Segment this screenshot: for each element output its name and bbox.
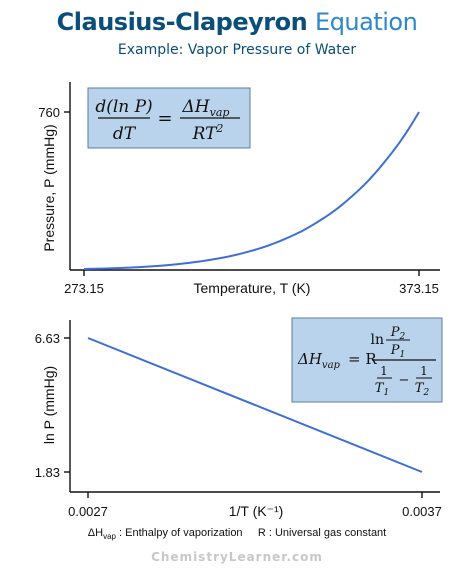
eq-top-rhs-num-sub: vap [210, 106, 230, 119]
eq-bot-p1-sub: 1 [400, 350, 406, 360]
bottom-x-axis-label: 1/T (K⁻¹) [229, 503, 284, 519]
eq-bot-one-b: 1 [420, 364, 428, 378]
bottom-chart: 6.63 1.83 0.0027 0.0037 1/T (K⁻¹) ln P (… [35, 317, 443, 519]
eq-top-lhs-den: dT [113, 124, 137, 144]
eq-bot-equals-r: = R [348, 350, 377, 368]
top-x-axis-label: Temperature, T (K) [194, 280, 311, 296]
eq-bot-lhs-main: ΔH [297, 350, 323, 368]
bottom-series-line [87, 337, 423, 473]
eq-bot-one-a: 1 [380, 364, 388, 378]
eq-bot-t2-sub: 2 [422, 388, 429, 398]
eq-bot-ln: ln [371, 332, 385, 348]
top-y-tick-label-760: 760 [38, 105, 60, 120]
eq-bot-t1-main: T [375, 381, 385, 396]
legend-dh: ΔH [87, 527, 104, 539]
bottom-y-tick-label-663: 6.63 [35, 331, 60, 346]
bottom-x-tick-label-0037: 0.0037 [402, 504, 442, 519]
title-part2: Equation [315, 8, 418, 36]
eq-bot-p1-main: P [390, 343, 400, 358]
eq-bot-t1: T1 [375, 381, 389, 398]
eq-bot-lhs-sub: vap [322, 360, 341, 371]
top-series-line [83, 111, 420, 270]
chart-title: Clausius-Clapeyron Equation [0, 8, 474, 36]
eq-top-rhs-num-main: ΔH [182, 97, 211, 117]
eq-bot-p1: P1 [390, 343, 405, 360]
eq-top-equals: = [157, 108, 172, 129]
eq-top-rhs-den-sup: 2 [215, 122, 223, 135]
chart-subtitle: Example: Vapor Pressure of Water [117, 42, 357, 58]
legend-r-text: R : Universal gas constant [257, 527, 387, 539]
eq-bot-minus: − [399, 373, 410, 388]
bottom-x-tick-label-0027: 0.0027 [68, 504, 108, 519]
top-chart: 760 273.15 373.15 Temperature, T (K) Pre… [38, 82, 440, 296]
top-x-tick-label-273: 273.15 [64, 281, 104, 296]
eq-bot-t2-main: T [415, 381, 425, 396]
eq-top-rhs-den-main: RT [192, 124, 219, 144]
eq-bot-p2-main: P [390, 325, 400, 340]
credit-watermark: ChemistryLearner.com [151, 550, 323, 564]
eq-bot-t1-sub: 1 [383, 388, 389, 398]
eq-bot-lhs: ΔHvap [297, 350, 341, 371]
eq-bot-p2: P2 [390, 325, 406, 342]
title-part1: Clausius-Clapeyron [56, 8, 308, 36]
eq-bot-t2: T2 [415, 381, 430, 398]
legend: ΔHvap : Enthalpy of vaporization R : Uni… [0, 527, 474, 541]
eq-top-rhs-num: ΔHvap [182, 97, 230, 119]
legend-dh-text: : Enthalpy of vaporization [119, 527, 243, 539]
bottom-y-axis-label: ln P (mmHg) [41, 366, 57, 444]
eq-bot-p2-sub: 2 [399, 332, 406, 342]
top-x-tick-label-373: 373.15 [399, 281, 439, 296]
eq-top-lhs-num: d(ln P) [95, 97, 152, 117]
top-y-axis-label: Pressure, P (mmHg) [41, 124, 57, 251]
eq-top-rhs-den: RT2 [192, 122, 224, 144]
legend-dh-sub: vap [103, 532, 116, 542]
bottom-y-tick-label-183: 1.83 [35, 465, 60, 480]
